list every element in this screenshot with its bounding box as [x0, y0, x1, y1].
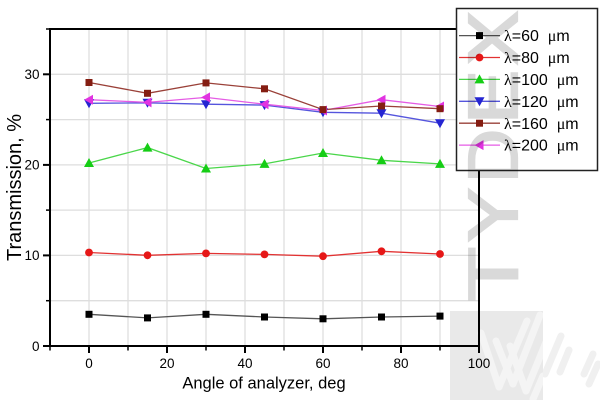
svg-text:E: E — [454, 70, 532, 124]
svg-text:D: D — [454, 129, 532, 183]
svg-text:30: 30 — [24, 67, 39, 82]
svg-text:20: 20 — [159, 356, 174, 371]
svg-text:20: 20 — [24, 158, 39, 173]
svg-text:60: 60 — [315, 356, 330, 371]
svg-text:λ=200 μm: λ=200 μm — [504, 138, 579, 155]
svg-text:Angle of analyzer, deg: Angle of analyzer, deg — [182, 375, 345, 393]
svg-text:λ=60 μm: λ=60 μm — [504, 28, 570, 45]
svg-text:80: 80 — [393, 356, 408, 371]
svg-text:40: 40 — [237, 356, 252, 371]
svg-text:λ=100 μm: λ=100 μm — [504, 72, 579, 89]
svg-text:λ=160 μm: λ=160 μm — [504, 116, 579, 133]
svg-text:λ=120 μm: λ=120 μm — [504, 94, 579, 111]
svg-text:T: T — [454, 247, 532, 301]
svg-text:λ=80 μm: λ=80 μm — [504, 50, 570, 67]
svg-text:Transmission, %: Transmission, % — [4, 114, 26, 261]
svg-text:0: 0 — [85, 356, 93, 371]
svg-text:10: 10 — [24, 248, 39, 263]
svg-text:0: 0 — [32, 339, 40, 354]
svg-text:Y: Y — [454, 188, 532, 242]
svg-text:X: X — [454, 11, 532, 65]
